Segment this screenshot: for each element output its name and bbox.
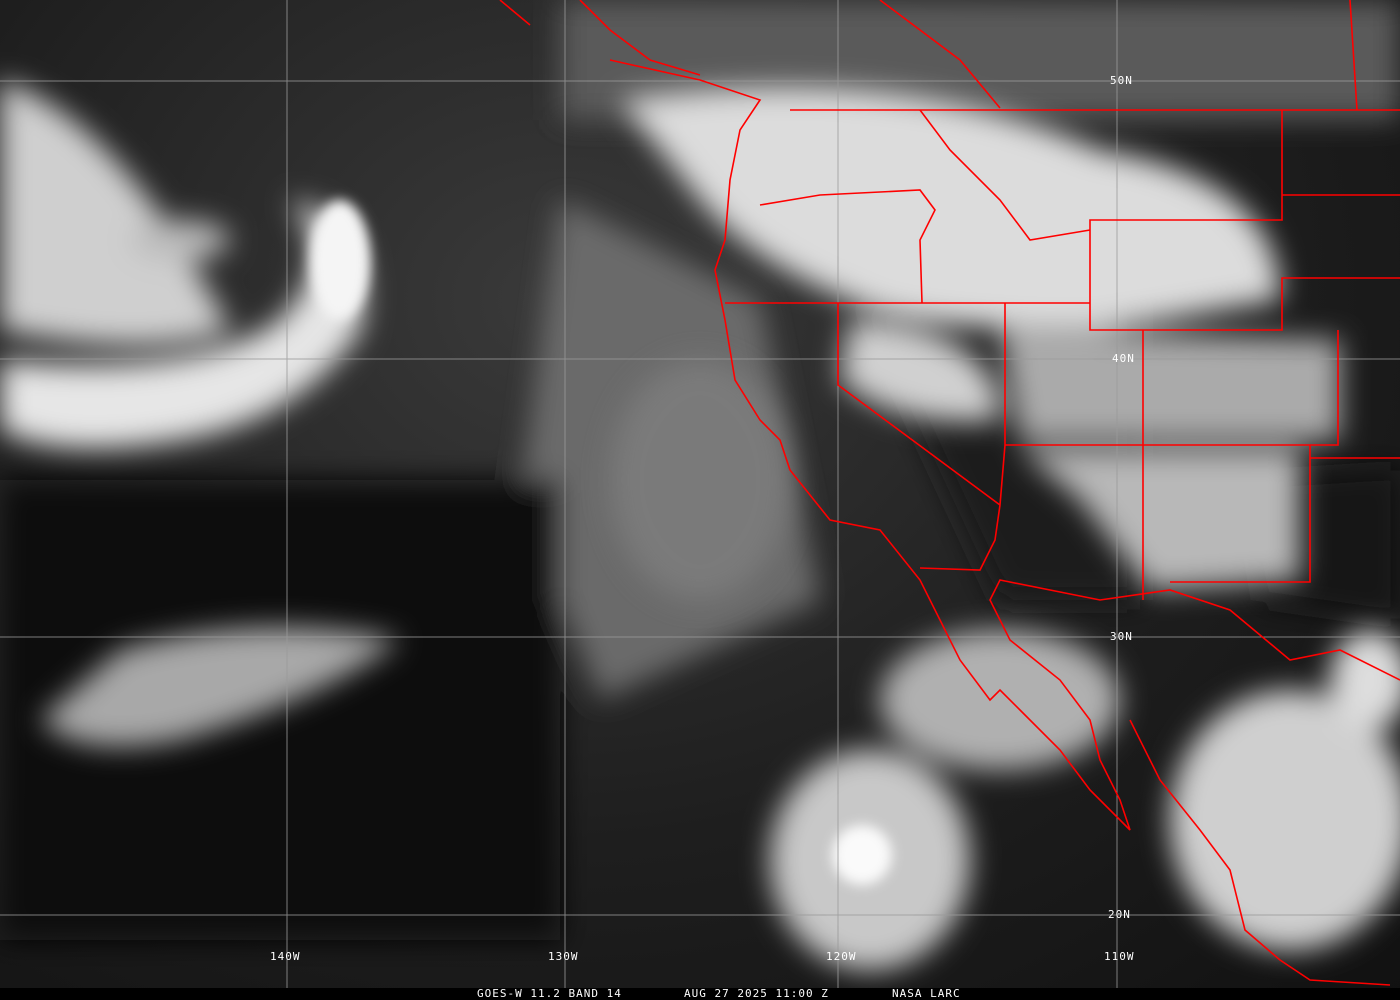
political-borders xyxy=(499,0,1400,986)
lon-label-140w: 140W xyxy=(270,950,301,963)
image-caption-bar: GOES-W 11.2 BAND 14 AUG 27 2025 11:00 Z … xyxy=(0,988,1400,1000)
caption-source: NASA LARC xyxy=(892,987,961,1000)
lat-label-20n: 20N xyxy=(1108,908,1131,921)
caption-satellite: GOES-W 11.2 BAND 14 xyxy=(477,987,622,1000)
mexico-west-coast xyxy=(1129,719,1391,986)
lat-label-30n: 30N xyxy=(1110,630,1133,643)
coastline xyxy=(609,59,1400,831)
cloud-layer xyxy=(0,80,1400,970)
caption-datetime: AUG 27 2025 11:00 Z xyxy=(684,987,829,1000)
lon-label-130w: 130W xyxy=(548,950,579,963)
lon-label-110w: 110W xyxy=(1104,950,1135,963)
canada-coast xyxy=(499,0,1358,111)
state-borders xyxy=(725,109,1400,600)
hurricane-eye-cloud xyxy=(832,825,892,885)
lon-label-120w: 120W xyxy=(826,950,857,963)
lat-label-40n: 40N xyxy=(1112,352,1135,365)
lat-label-50n: 50N xyxy=(1110,74,1133,87)
